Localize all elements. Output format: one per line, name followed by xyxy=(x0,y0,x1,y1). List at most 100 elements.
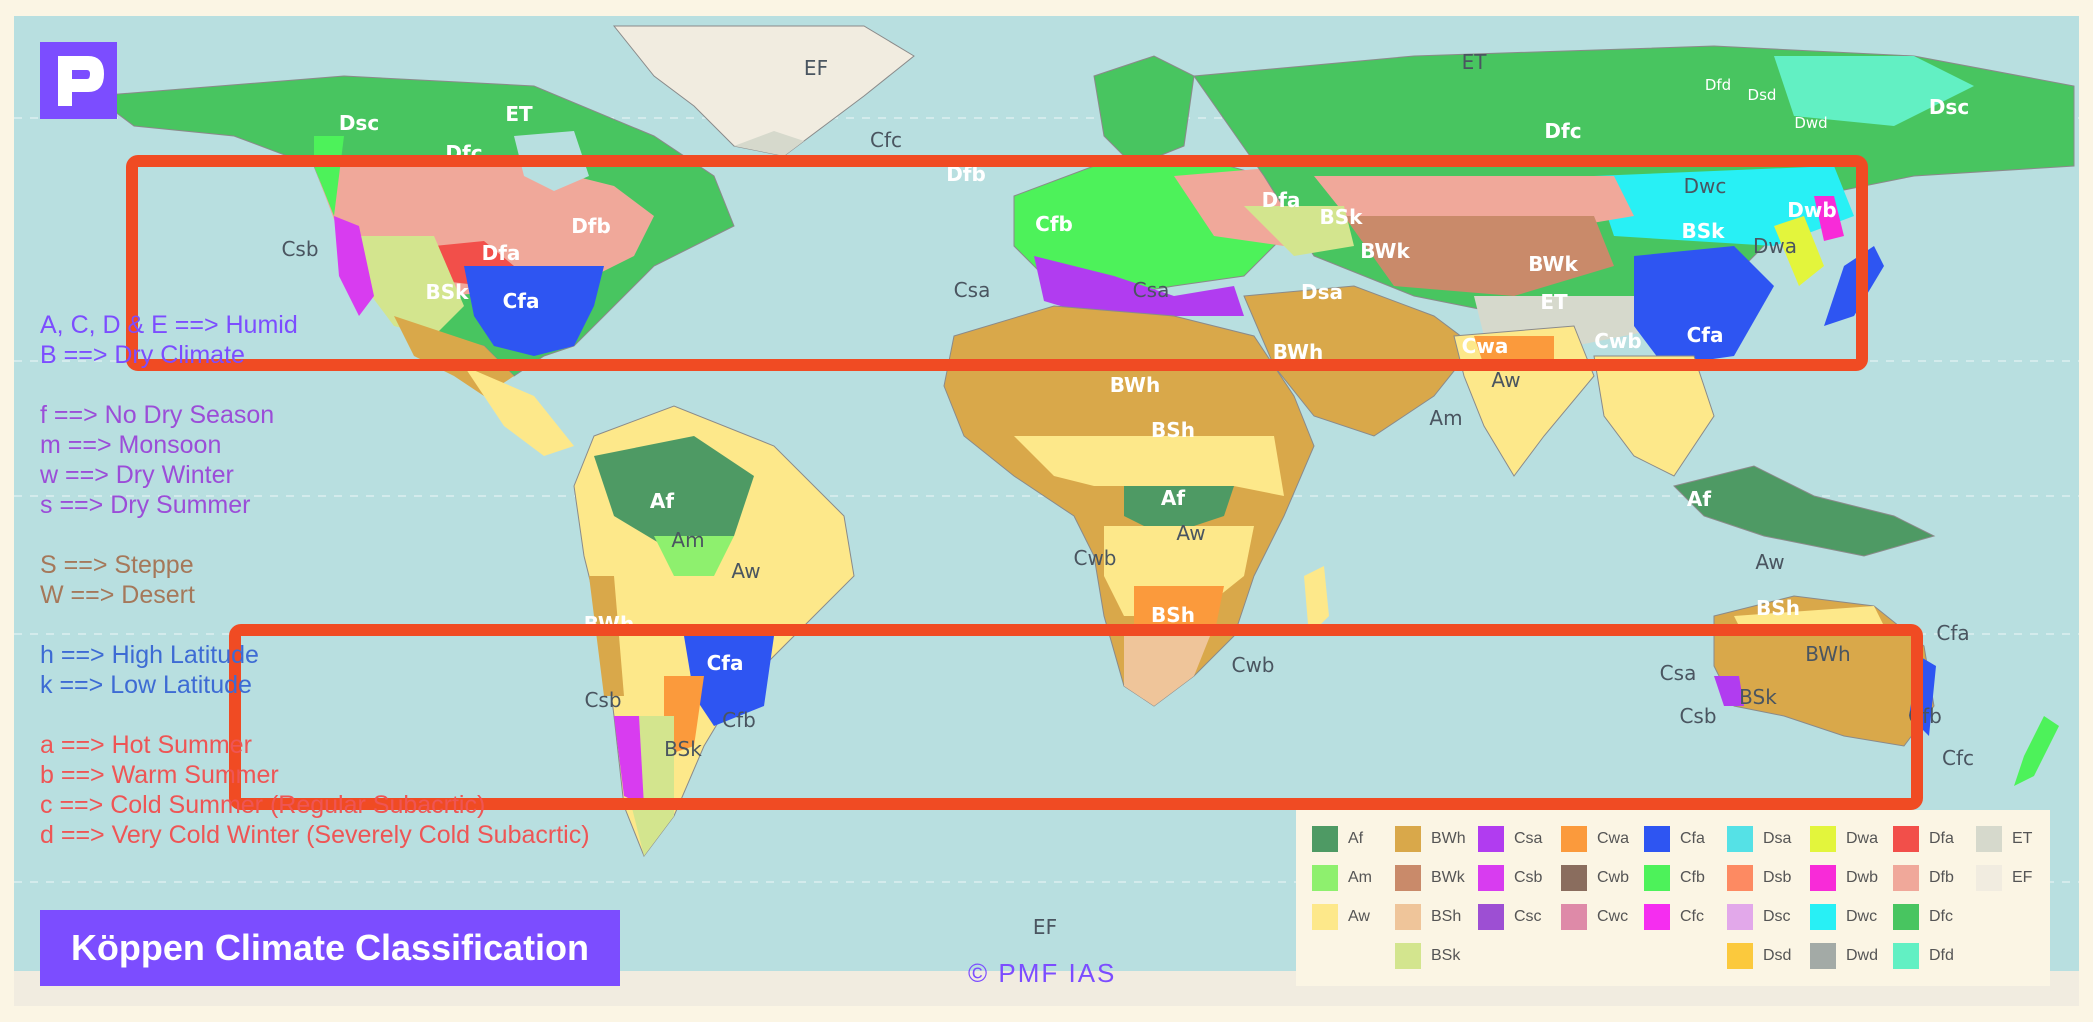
note-line: a ==> Hot Summer xyxy=(40,731,252,759)
note-line: m ==> Monsoon xyxy=(40,431,222,459)
map-label-bsk: BSk xyxy=(1681,219,1725,243)
map-label-dsd: Dsd xyxy=(1747,86,1777,104)
map-label-dsa: Dsa xyxy=(1300,280,1344,304)
legend-label: Dfb xyxy=(1929,869,1954,886)
legend-label: Cfa xyxy=(1680,830,1705,847)
legend-swatch xyxy=(1395,865,1421,891)
legend-label: Csb xyxy=(1514,869,1543,886)
note-line xyxy=(40,370,590,400)
legend-swatch xyxy=(1727,904,1753,930)
map-label-aw: Aw xyxy=(731,559,761,583)
legend-label: Dsd xyxy=(1763,947,1792,964)
map-label-dsc: Dsc xyxy=(338,111,380,135)
map-label-et: ET xyxy=(1461,50,1487,74)
note-line: B ==> Dry Climate xyxy=(40,341,245,369)
legend-swatch xyxy=(1561,826,1587,852)
map-label-bsk: BSk xyxy=(664,737,702,761)
legend-swatch xyxy=(1395,826,1421,852)
legend-swatch xyxy=(1561,865,1587,891)
legend-label: Aw xyxy=(1348,908,1370,925)
map-label-dsc: Dsc xyxy=(1928,95,1970,119)
map-label-et: ET xyxy=(1540,290,1568,314)
map-label-bwk: BWk xyxy=(1360,239,1410,263)
legend-swatch xyxy=(1312,865,1338,891)
map-label-bsh: BSh xyxy=(1756,596,1800,620)
legend-label: Dwa xyxy=(1846,830,1879,847)
map-label-cfa: Cfa xyxy=(1686,323,1724,347)
legend-swatch xyxy=(1893,943,1919,969)
map-label-cwb: Cwb xyxy=(1073,546,1117,570)
legend-label: Cwa xyxy=(1597,830,1630,847)
legend-label: Dfa xyxy=(1929,830,1954,847)
legend-swatch xyxy=(1644,865,1670,891)
map-label-dfd: Dfd xyxy=(1704,76,1732,94)
world-climate-map: EF ET Dfd Dsd Dwd Dsc Dsc ET Dfc Cfc Dfc Dfb Dfa BSk D… xyxy=(14,16,2079,1006)
map-label-bsk: BSk xyxy=(425,280,469,304)
map-label-aw: Aw xyxy=(1176,521,1206,545)
legend-swatch xyxy=(1727,943,1753,969)
pmf-logo xyxy=(40,42,117,119)
legend-swatch xyxy=(1727,826,1753,852)
map-label-dfa: Dfa xyxy=(1261,188,1301,212)
note-line: c ==> Cold Summer (Regular Subacrtic) xyxy=(40,791,486,819)
map-label-dwb: Dwb xyxy=(1787,198,1837,222)
legend-swatch xyxy=(1644,904,1670,930)
legend-label: BSk xyxy=(1431,947,1461,964)
climate-legend: Af Am Aw BWh BWk BSh BSk Csa Csb Csc Cwa Cwb Cwc Cfa C… xyxy=(1296,810,2050,986)
logo-p-icon xyxy=(58,56,104,106)
note-line: h ==> High Latitude xyxy=(40,641,259,669)
map-label-bsh: BSh xyxy=(1151,603,1195,627)
legend-label: BWh xyxy=(1431,830,1466,847)
map-label-csb: Csb xyxy=(584,688,622,712)
legend-swatch xyxy=(1727,865,1753,891)
legend-swatch xyxy=(1810,943,1836,969)
map-label-am: Am xyxy=(671,528,705,552)
map-label-bwk: BWk xyxy=(1528,252,1578,276)
map-label-cfa: Cfa xyxy=(1936,621,1970,645)
note-line xyxy=(40,520,590,550)
note-line: b ==> Warm Summer xyxy=(40,761,279,789)
legend-swatch xyxy=(1395,904,1421,930)
map-label-csb: Csb xyxy=(281,237,319,261)
legend-swatch xyxy=(1478,904,1504,930)
legend-label: Dfc xyxy=(1929,908,1953,925)
note-line: s ==> Dry Summer xyxy=(40,491,251,519)
legend-swatch xyxy=(1312,826,1338,852)
note-line xyxy=(40,700,590,730)
note-line: w ==> Dry Winter xyxy=(40,461,234,489)
legend-swatch xyxy=(1478,865,1504,891)
note-line: A, C, D & E ==> Humid xyxy=(40,311,298,339)
legend-swatch xyxy=(1810,904,1836,930)
legend-swatch xyxy=(1810,865,1836,891)
legend-label: Cwb xyxy=(1597,869,1630,886)
copyright-text: © PMF IAS xyxy=(968,958,1117,988)
map-label-bsh: BSh xyxy=(1151,418,1195,442)
legend-label: Cfb xyxy=(1680,869,1705,886)
map-label-csa: Csa xyxy=(953,278,991,302)
legend-swatch xyxy=(1976,865,2002,891)
legend-swatch xyxy=(1312,904,1338,930)
map-label-af: Af xyxy=(1160,486,1186,510)
map-label-cfc: Cfc xyxy=(869,128,903,152)
map-label-cfb: Cfb xyxy=(1035,212,1073,236)
highlight-box-north xyxy=(126,155,1868,371)
map-label-cwb: Cwb xyxy=(1594,329,1642,353)
legend-label: Am xyxy=(1348,869,1372,886)
map-label-dfb: Dfb xyxy=(571,214,611,238)
map-label-am: Am xyxy=(1429,406,1463,430)
map-label-bwh: BWh xyxy=(1109,373,1161,397)
map-label-cfa: Cfa xyxy=(706,651,744,675)
legend-label: ET xyxy=(2012,830,2033,847)
legend-label: Csa xyxy=(1514,830,1543,847)
map-label-dfc: Dfc xyxy=(1544,119,1582,143)
legend-swatch xyxy=(1561,904,1587,930)
map-label-cwb: Cwb xyxy=(1231,653,1275,677)
legend-label: Dwb xyxy=(1846,869,1879,886)
legend-swatch xyxy=(1893,904,1919,930)
legend-swatch xyxy=(1893,826,1919,852)
note-line xyxy=(40,610,590,640)
legend-label: Dsc xyxy=(1763,908,1791,925)
legend-label: Csc xyxy=(1514,908,1542,925)
map-label-bsk: BSk xyxy=(1739,685,1777,709)
legend-label: Dwc xyxy=(1846,908,1878,925)
